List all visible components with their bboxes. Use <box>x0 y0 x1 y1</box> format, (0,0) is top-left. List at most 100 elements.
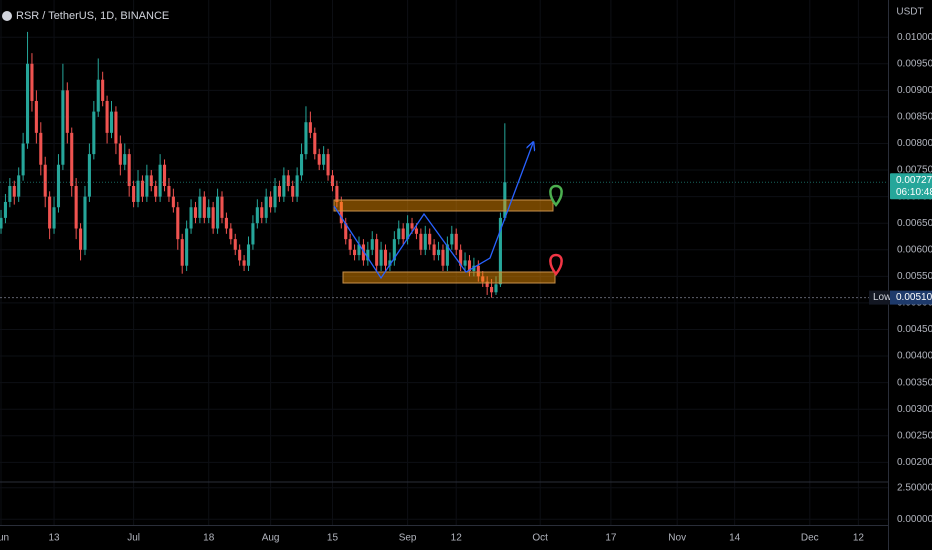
candle-body <box>459 249 463 266</box>
x-tick-label: Dec <box>801 533 819 544</box>
target-pin[interactable] <box>549 184 563 208</box>
candle-body <box>70 132 74 186</box>
candle-body <box>339 201 343 224</box>
candle-body <box>3 201 7 218</box>
candle-body <box>282 175 286 197</box>
candle-body <box>246 244 251 266</box>
candle-body <box>162 164 167 186</box>
resistance-zone[interactable] <box>333 199 554 212</box>
candle-body <box>127 154 131 186</box>
candle-body <box>454 233 458 250</box>
candle-body <box>198 196 202 218</box>
candle-body <box>322 154 326 165</box>
candle-body <box>472 265 476 272</box>
candle-body <box>264 196 268 218</box>
candle-body <box>132 185 136 202</box>
y-tick-label: 0.00350 <box>897 377 932 388</box>
symbol-title[interactable]: RSR / TetherUS, 1D, BINANCE <box>16 10 169 22</box>
candle-body <box>136 180 140 202</box>
candle-body <box>383 249 388 266</box>
candle-body <box>101 79 105 101</box>
y-tick-label: 0.00300 <box>897 404 932 415</box>
x-tick-label: Jun <box>0 533 9 544</box>
low-name-tag <box>869 290 890 305</box>
candle-body <box>216 196 220 229</box>
candle-body <box>450 233 454 245</box>
candle-body <box>485 281 489 287</box>
candle-body <box>109 111 114 133</box>
x-tick-label: Aug <box>262 533 280 544</box>
candle-body <box>410 223 414 229</box>
low-tag <box>890 290 932 305</box>
candle-body <box>481 276 485 282</box>
projection-path[interactable] <box>333 143 533 280</box>
candle-body <box>428 233 432 245</box>
candle-body <box>167 185 171 197</box>
candle-body <box>335 185 339 202</box>
candle-body <box>202 196 206 218</box>
candle-body <box>353 249 357 256</box>
candle-body <box>414 228 418 234</box>
plot <box>0 31 507 298</box>
candle-body <box>189 207 193 229</box>
candle-body <box>419 233 423 250</box>
x-tick-label: 13 <box>48 533 60 544</box>
candle-body <box>379 249 383 266</box>
stop-pin[interactable] <box>549 253 563 277</box>
candle-body <box>118 143 122 165</box>
candle-body <box>330 175 335 186</box>
candle-body <box>445 244 449 266</box>
x-tick-label: Sep <box>399 533 417 544</box>
candle-body <box>299 154 304 176</box>
candle-body <box>48 196 52 229</box>
candle-body <box>34 100 38 133</box>
low-label: 0.00510 <box>896 292 932 303</box>
countdown-label: 06:10:48 <box>896 187 932 198</box>
x-tick-label: 15 <box>327 533 339 544</box>
last-price-label: 0.00727 <box>896 175 932 186</box>
candle-body <box>397 228 401 240</box>
candle-body <box>308 122 312 133</box>
candle-body <box>273 185 277 208</box>
y-tick-label: 0.00250 <box>897 430 932 441</box>
candle-body <box>149 175 153 186</box>
candle-body <box>8 185 12 202</box>
candle-body <box>17 175 21 197</box>
candle-body <box>158 164 162 197</box>
x-tick-label: 14 <box>729 533 741 544</box>
candle-body <box>185 228 189 266</box>
candle-body <box>30 63 34 101</box>
x-tick-label: Nov <box>668 533 686 544</box>
candle-body <box>123 154 127 165</box>
candle-body <box>361 244 365 261</box>
candle-body <box>154 185 158 197</box>
symbol-icon <box>2 11 12 21</box>
candle-body <box>56 164 61 208</box>
candle-body <box>291 185 295 197</box>
candle-body <box>79 228 83 250</box>
last-price-tag <box>890 173 932 200</box>
candle-body <box>65 90 69 133</box>
candle-body <box>348 239 352 250</box>
candle-body <box>366 249 370 261</box>
x-tick-label: 18 <box>203 533 215 544</box>
support-zone[interactable] <box>342 271 556 284</box>
candle-body <box>74 185 78 229</box>
low-name: Low <box>873 292 892 303</box>
candle-body <box>494 284 498 293</box>
candle-body <box>490 286 494 293</box>
candle-body <box>83 196 87 250</box>
candle-body <box>176 207 180 240</box>
candle-body <box>406 223 410 240</box>
candle-body <box>39 132 43 165</box>
candle-body <box>61 90 65 165</box>
candle-body <box>401 228 405 240</box>
candle-body <box>498 217 502 285</box>
y-tick-label: 0.00600 <box>897 244 932 255</box>
x-tick-label: 17 <box>605 533 617 544</box>
candle-body <box>388 260 392 266</box>
candle-body <box>375 239 379 266</box>
candle-body <box>436 249 441 256</box>
